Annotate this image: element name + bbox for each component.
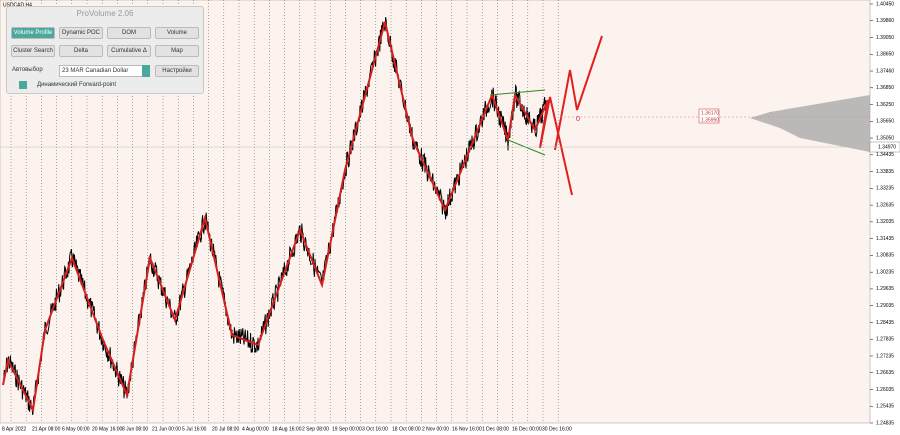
y-tick-label: 1.29035: [876, 303, 894, 309]
button[interactable]: Volume Profile: [11, 27, 55, 39]
x-tick-label: 2 Sep 08:00: [302, 426, 329, 432]
volume-profile: [750, 95, 870, 152]
y-tick-label: 1.37460: [876, 68, 894, 74]
x-tick-label: 20 May 16:00: [92, 426, 123, 432]
y-tick-label: 1.35050: [876, 135, 894, 141]
forecast: [539, 96, 573, 196]
wedge-line: [489, 89, 546, 96]
y-tick-label: 1.28435: [876, 320, 894, 326]
button[interactable]: Настройки: [155, 65, 199, 77]
y-tick-label: 1.40450: [876, 1, 894, 7]
forward-point[interactable]: Динамический Forward-point: [37, 82, 117, 88]
y-tick-label: 1.30835: [876, 253, 894, 259]
x-tick-label: 4 Aug 00:00: [242, 426, 269, 432]
y-tick-label: 1.31435: [876, 236, 894, 242]
y-tick-label: 1.24835: [876, 420, 894, 426]
y-tick-label: 1.34435: [876, 152, 894, 158]
y-tick-label: 1.27835: [876, 337, 894, 343]
toggle[interactable]: [19, 81, 27, 89]
y-tick-label: 1.26635: [876, 370, 894, 376]
button[interactable]: Volume: [155, 27, 199, 39]
x-tick-label: 3 Oct 16:00: [362, 426, 388, 432]
instrument-select[interactable]: 23 MAR Canadian Dollar: [59, 65, 145, 77]
y-tick-label: 1.36850: [876, 85, 894, 91]
x-tick-label: 2 Nov 00:00: [422, 426, 449, 432]
zigzag: [2, 21, 549, 414]
x-tick-label: 21 Jun 00:00: [152, 426, 181, 432]
y-tick-label: 1.27235: [876, 353, 894, 359]
x-tick-label: 16 Nov 16:00: [452, 426, 482, 432]
y-tick-label: 1.36250: [876, 102, 894, 108]
x-tick-label: 5 Jul 16:00: [182, 426, 207, 432]
y-tick-label: 1.26035: [876, 387, 894, 393]
level-box: [698, 108, 720, 124]
wave-label: 0: [576, 116, 580, 123]
button[interactable]: Cumulative Δ: [107, 45, 151, 57]
y-tick-label: 1.33835: [876, 169, 894, 175]
button[interactable]: Delta: [59, 45, 103, 57]
forecast: [554, 35, 603, 151]
y-tick-label: 1.29635: [876, 286, 894, 292]
y-tick-label: 1.38650: [876, 52, 894, 58]
y-tick-label: 1.30235: [876, 269, 894, 275]
checkbox[interactable]: Автовыбор: [12, 67, 43, 73]
x-tick-label: 8 Jun 08:00: [122, 426, 148, 432]
panel-title: ProVolume 2.06: [76, 9, 134, 18]
provolume-panel: ProVolume 2.06 Volume Profile Dynamic PO…: [6, 6, 204, 94]
x-tick-label: 21 Apr 08:00: [32, 426, 61, 432]
x-tick-label: 20 Jul 08:00: [212, 426, 239, 432]
chart-border: [0, 0, 871, 424]
x-tick-label: 18 Aug 16:00: [272, 426, 302, 432]
level-label: 1.36170: [701, 110, 719, 116]
level-label: 1.35950: [701, 117, 719, 123]
x-tick-label: 19 Sep 00:00: [332, 426, 362, 432]
x-tick-label: 8 Apr 2022: [2, 426, 26, 432]
y-tick-label: 1.32635: [876, 202, 894, 208]
wedge-line: [507, 139, 546, 156]
y-tick-label: 1.33235: [876, 186, 894, 192]
x-tick-label: 18 Oct 08:00: [392, 426, 421, 432]
y-tick-label: 1.39860: [876, 18, 894, 24]
y-tick-label: 1.39050: [876, 35, 894, 41]
x-tick-label: 1 Dec 08:00: [482, 426, 509, 432]
y-tick-label: 1.32035: [876, 219, 894, 225]
current-price: 1.34970: [878, 144, 896, 150]
x-tick-label: 6 May 00:00: [62, 426, 90, 432]
y-tick-label: 1.25435: [876, 404, 894, 410]
button[interactable]: Cluster Search: [11, 45, 55, 57]
x-tick-label: 30 Dec 16:00: [542, 426, 572, 432]
chart-title: USDCAD,H4: [3, 2, 32, 8]
button[interactable]: DOM: [107, 27, 151, 39]
x-tick-label: 16 Dec 00:00: [512, 426, 542, 432]
button[interactable]: Map: [155, 45, 199, 57]
price-candles: [2, 17, 549, 416]
select-arrow[interactable]: [142, 65, 150, 77]
current-price-box: [869, 141, 900, 153]
y-tick-label: 1.35650: [876, 119, 894, 125]
button[interactable]: Dynamic POC: [59, 27, 103, 39]
